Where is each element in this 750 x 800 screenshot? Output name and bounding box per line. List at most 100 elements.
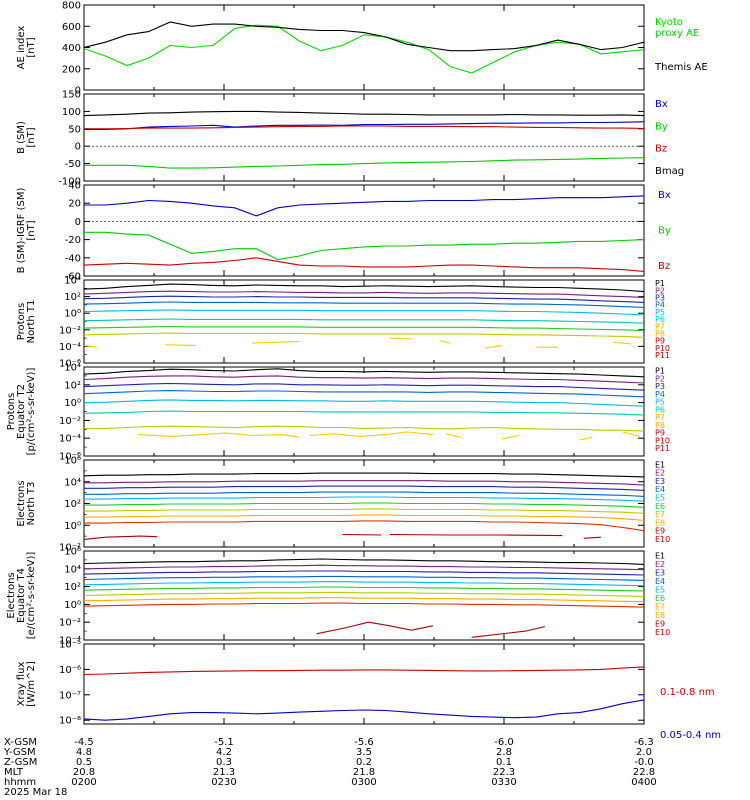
series-0-1-0-8-nm-line <box>84 666 644 676</box>
legend-item: P11 <box>655 351 670 360</box>
series-e1-line <box>84 558 644 565</box>
series-group <box>84 368 644 441</box>
series-p9-segment <box>251 340 300 344</box>
legend-item: E6 <box>655 502 665 511</box>
legend: Bx By Bz Bmag <box>655 99 684 177</box>
legend-item: Bz <box>655 144 667 155</box>
y-tick-label: 10² <box>64 582 81 593</box>
legend: Bx By Bz <box>658 190 671 272</box>
series-e6-line <box>84 586 644 592</box>
axis-row-value: 21.3 <box>213 767 235 778</box>
y-axis-label: [nT] <box>26 127 37 147</box>
series-p4-line <box>84 301 644 308</box>
y-axis-label: B (SM)-IGRF (SM) <box>16 188 27 274</box>
axis-row-value: 0200 <box>71 777 96 788</box>
series-e4-line <box>84 491 644 497</box>
series-p2-line <box>84 375 644 384</box>
series-e1-line <box>84 472 644 478</box>
series-e8-line <box>84 597 644 603</box>
y-tick-label: 10⁻⁶ <box>59 359 81 370</box>
series-group <box>84 472 644 540</box>
series-p1-line <box>84 283 644 293</box>
y-tick-label: 10⁴ <box>64 363 81 374</box>
axis-row-value: 2.8 <box>496 747 512 758</box>
legend-item: P7 <box>655 322 665 331</box>
axis-row-value: -6.0 <box>494 737 514 748</box>
series-e2-line <box>84 480 644 486</box>
series-e6-line <box>84 502 644 508</box>
axis-row-value: 4.8 <box>76 747 92 758</box>
series-bz-line <box>84 257 644 272</box>
y-tick-label: 10⁰ <box>64 600 81 611</box>
y-tick-label: 40 <box>68 181 81 192</box>
series-e2-line <box>84 564 644 571</box>
axis-row-label: X-GSM <box>4 737 37 748</box>
series-p7-line <box>84 325 644 332</box>
y-tick-label: 400 <box>62 43 81 54</box>
axis-row-value: 0.1 <box>496 757 512 768</box>
y-tick-label: 0 <box>75 217 81 228</box>
y-tick-label: 10⁻⁴ <box>59 342 81 353</box>
series-e8-line <box>84 514 644 521</box>
series-e5-line <box>84 496 644 502</box>
series-e10-segment <box>84 535 158 540</box>
legend-item: P10 <box>655 436 670 445</box>
legend-item: E1 <box>655 460 665 469</box>
y-axis-label: AE index <box>16 26 27 70</box>
series-e3-line <box>84 570 644 576</box>
y-tick-label: 10⁻² <box>59 618 81 629</box>
y-tick-label: 10⁶ <box>64 547 81 558</box>
axis-row-value: 4.2 <box>216 747 232 758</box>
legend-item: 0.1-0.8 nm <box>660 687 715 698</box>
axis-row-value: -6.3 <box>634 737 654 748</box>
series-p9-segment <box>165 344 197 347</box>
y-tick-label: 10⁻⁷ <box>59 690 81 701</box>
y-axis-label: Protons <box>16 303 27 340</box>
legend-item: P7 <box>655 413 665 422</box>
y-tick-label: -50 <box>65 159 81 170</box>
series-p6-line <box>84 318 644 324</box>
legend-item: P10 <box>655 344 670 353</box>
y-tick-label: -40 <box>65 253 81 264</box>
y-axis-label: [nT] <box>26 37 37 57</box>
y-axis-label: Equator T2 <box>16 384 27 439</box>
time-axis: X-GSM -4.5 -5.1 -5.6 -6.0 -6.3 Y-GSM 4.8 4.2 3.5 2… <box>3 737 657 798</box>
legend-item: E8 <box>655 518 665 527</box>
series-p9-segment <box>613 341 632 345</box>
series-p9-segment <box>84 345 97 348</box>
legend-item: E3 <box>655 477 665 486</box>
legend-item: By <box>655 121 668 132</box>
y-axis-label: Protons <box>6 393 17 430</box>
series-bmag-line <box>84 110 644 117</box>
axis-row-value: 20.8 <box>73 767 95 778</box>
legend-item: P11 <box>655 444 670 453</box>
axis-row-label: Z-GSM <box>4 757 37 768</box>
series-by-line <box>84 231 644 261</box>
legend-item: P8 <box>655 421 665 430</box>
legend-item: Bx <box>658 190 671 201</box>
series-by-line <box>84 157 644 169</box>
legend-item: P2 <box>655 374 665 383</box>
y-tick-label: 10⁴ <box>64 477 81 488</box>
y-tick-label: 10⁴ <box>64 564 81 575</box>
legend-item: Bmag <box>655 166 684 177</box>
y-tick-label: -60 <box>65 272 81 283</box>
series-p4-line <box>84 390 644 398</box>
y-axis-label: North T3 <box>26 482 37 526</box>
series-group <box>84 558 644 638</box>
series-p5-line <box>84 309 644 316</box>
axis-row-value: 21.8 <box>353 767 375 778</box>
series-p8-segment <box>310 431 433 437</box>
y-axis-label: [e/(cm²-s-sr-keV)] <box>26 552 37 640</box>
series-p3-line <box>84 382 644 391</box>
legend-item: E7 <box>655 510 665 519</box>
series-kyoto-proxy-ae-line <box>84 24 644 74</box>
y-axis-label: Electrons <box>16 480 27 526</box>
series-0-05-0-4-nm-line <box>84 699 644 721</box>
y-tick-label: 10⁻⁵ <box>59 640 81 651</box>
y-tick-label: 150 <box>62 90 81 101</box>
legend-item: P1 <box>655 367 665 376</box>
legend-item: Kyoto <box>655 17 683 28</box>
y-axis-label: [W/m^2] <box>26 661 37 707</box>
